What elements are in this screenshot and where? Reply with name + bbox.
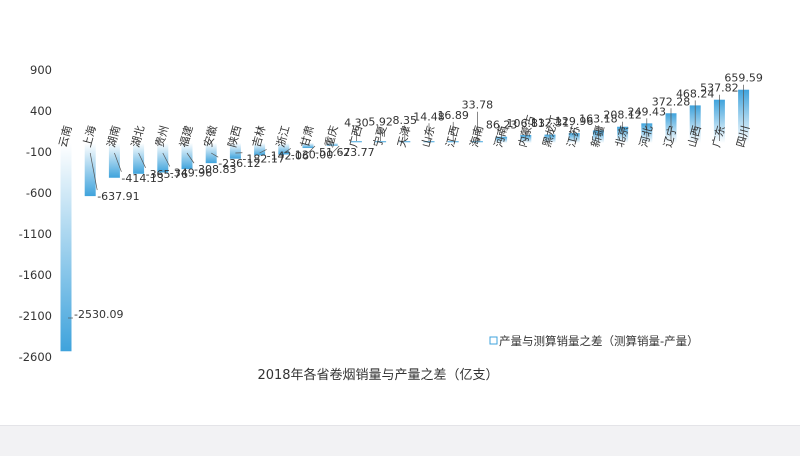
data-label: 33.78 xyxy=(462,99,494,112)
x-tick-label: 湖南 xyxy=(105,124,123,149)
x-tick-label: 四川 xyxy=(734,124,752,149)
x-tick-label: 江西 xyxy=(444,124,462,149)
y-tick-label: -2600 xyxy=(19,350,52,364)
x-tick-label: 湖北 xyxy=(129,124,147,149)
y-tick-label: -1100 xyxy=(19,227,52,241)
bar-上海 xyxy=(85,143,96,196)
chart-title: 2018年各省卷烟销量与产量之差（亿支） xyxy=(257,367,498,383)
x-tick-label: 陕西 xyxy=(225,124,244,149)
y-tick-label: 400 xyxy=(30,104,52,118)
legend-label: 产量与测算销量之差（测算销量-产量） xyxy=(499,334,699,348)
data-label: 659.59 xyxy=(724,72,763,85)
y-tick-label: -2100 xyxy=(19,309,52,323)
legend-marker xyxy=(490,337,497,344)
x-tick-label: 广东 xyxy=(710,124,728,149)
data-label-group: -2530.09-637.91-414.13-365.76-349.96-308… xyxy=(74,72,763,321)
legend: 产量与测算销量之差（测算销量-产量） xyxy=(490,334,699,348)
x-tick-label: 福建 xyxy=(176,124,195,149)
y-tick-label: -100 xyxy=(26,145,52,159)
y-tick-label: -1600 xyxy=(19,268,52,282)
x-tick-label: 吉林 xyxy=(249,124,268,149)
bar-云南 xyxy=(61,143,72,351)
data-label: -2530.09 xyxy=(74,308,123,321)
x-tick-label: 山东 xyxy=(419,124,437,149)
x-tick-label: 浙江 xyxy=(274,124,292,149)
x-tick-label: 安徽 xyxy=(201,124,220,149)
x-tick-label: 甘肃 xyxy=(298,124,316,149)
y-axis: 900 400 -100 -600 -1100 -1600 -2100 -2600 xyxy=(19,63,52,364)
x-tick-label: 天津 xyxy=(395,124,413,149)
footer-strip xyxy=(0,425,800,456)
data-label: -637.91 xyxy=(97,190,139,203)
x-tick-label: 河北 xyxy=(637,124,655,149)
chart-container: 900 400 -100 -600 -1100 -1600 -2100 -2600 -2530… xyxy=(0,0,800,425)
y-tick-label: -600 xyxy=(26,186,52,200)
x-tick-label: 辽宁 xyxy=(660,124,679,149)
x-tick-label: 山西 xyxy=(686,124,704,149)
x-tick-label: 海南 xyxy=(467,124,486,149)
y-tick-label: 900 xyxy=(30,63,52,77)
x-tick-label: 云南 xyxy=(56,124,74,149)
x-tick-label: 北京 xyxy=(612,124,631,149)
bar-chart: 900 400 -100 -600 -1100 -1600 -2100 -2600 -2530… xyxy=(0,0,800,425)
x-tick-label: 上海 xyxy=(80,124,99,149)
x-tick-label: 贵州 xyxy=(153,124,171,149)
